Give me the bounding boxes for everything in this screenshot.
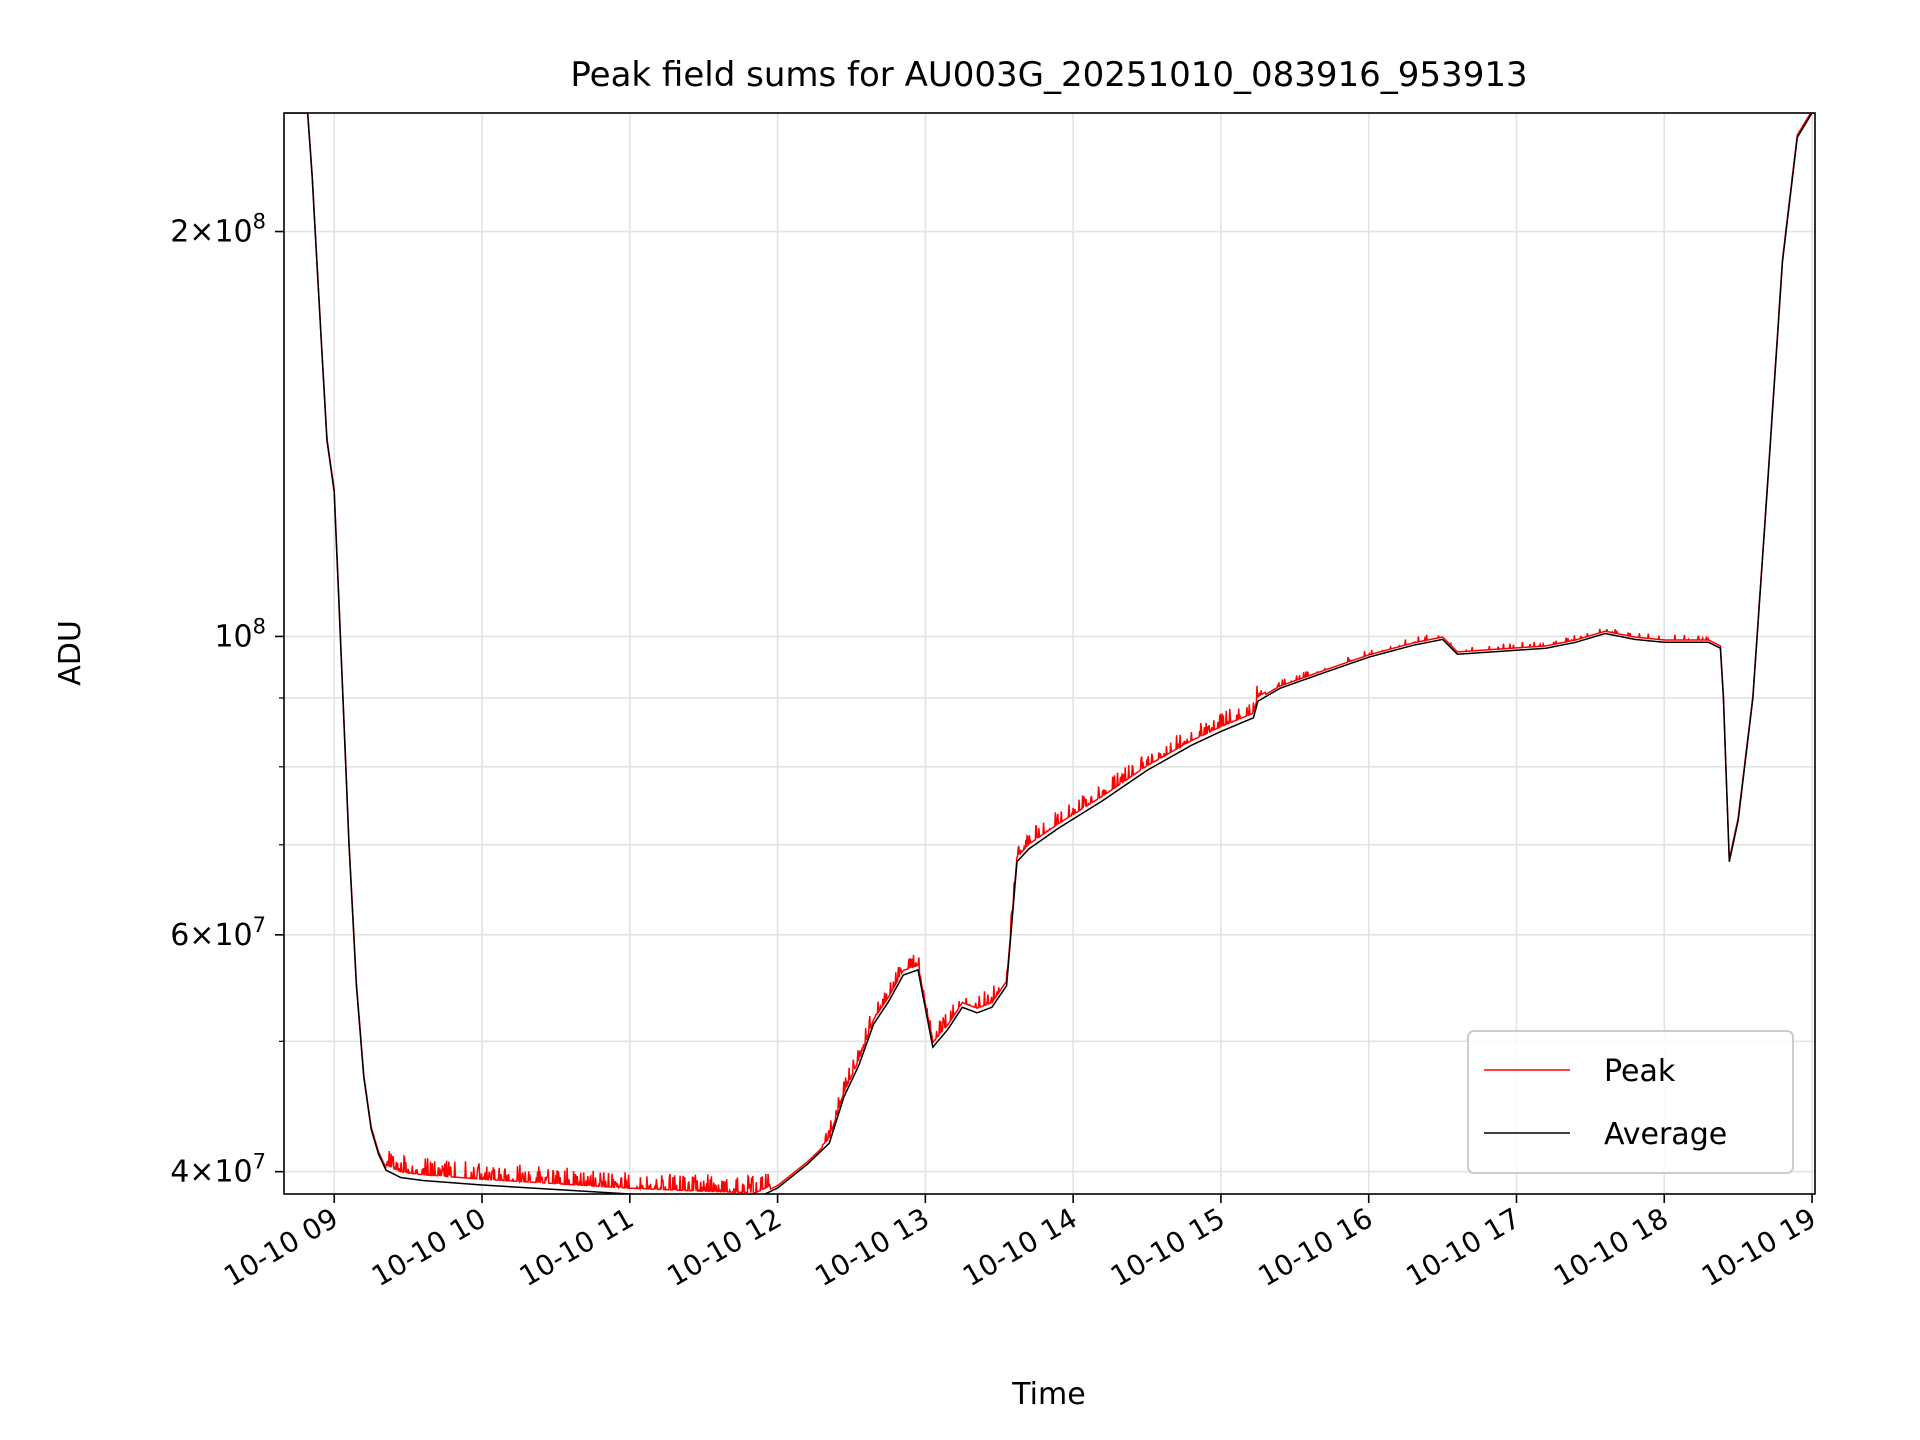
y-tick-label: 6×107	[170, 913, 266, 953]
grid-layer	[284, 113, 1815, 1194]
y-tick-label: 4×107	[170, 1150, 266, 1190]
y-tick-label: 108	[214, 614, 266, 654]
average-series-line	[284, 113, 1815, 1194]
x-axis-label: Time	[1011, 1377, 1085, 1412]
peak-series-line	[307, 113, 1812, 1194]
y-tick-label: 2×108	[170, 210, 266, 250]
y-axis-label: ADU	[53, 620, 88, 686]
legend-box	[1467, 1030, 1794, 1174]
legend-peak-label: Peak	[1604, 1054, 1676, 1089]
legend-average-label: Average	[1604, 1117, 1727, 1152]
series-layer	[284, 113, 1815, 1194]
legend: Peak Average	[1467, 1030, 1794, 1174]
plot-frame	[283, 112, 1816, 1195]
chart-title: Peak field sums for AU003G_20251010_0839…	[570, 55, 1527, 95]
